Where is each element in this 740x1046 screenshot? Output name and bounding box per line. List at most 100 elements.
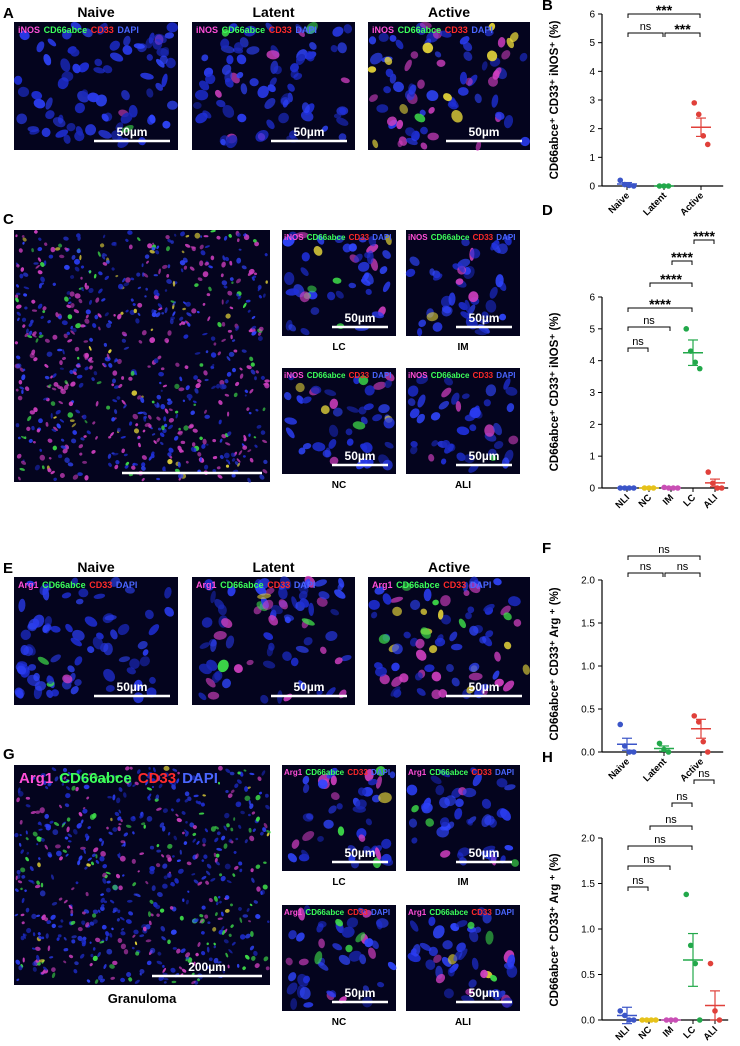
data-point — [617, 177, 624, 184]
cell — [225, 635, 235, 649]
scale-label: 50µm — [294, 680, 325, 694]
cell — [228, 838, 232, 843]
cell — [317, 920, 327, 928]
cell — [77, 472, 83, 477]
cell — [120, 977, 126, 983]
cell — [233, 664, 243, 674]
cell — [79, 254, 82, 261]
cell — [154, 403, 159, 409]
x-tick-label: Latent — [641, 190, 670, 219]
cell — [302, 975, 311, 984]
cell — [201, 930, 205, 935]
cell — [38, 334, 44, 338]
cell — [166, 872, 172, 878]
cell — [149, 676, 156, 684]
cell — [57, 934, 62, 938]
cell — [208, 265, 213, 269]
cell — [100, 851, 106, 857]
cell — [238, 450, 243, 456]
cell — [31, 947, 36, 950]
stain-legend: Arg1 CD66abce CD33 DAPI — [408, 768, 514, 777]
cell — [34, 464, 40, 471]
cell — [431, 440, 439, 447]
stain-name: CD33 — [471, 908, 492, 917]
cell — [428, 107, 435, 114]
cell — [51, 923, 57, 929]
cell — [226, 55, 234, 65]
cell — [199, 363, 204, 367]
cell — [186, 312, 192, 317]
cell — [370, 52, 383, 65]
cell — [246, 407, 250, 411]
cell — [503, 680, 515, 692]
cell — [223, 235, 228, 241]
cell — [68, 904, 73, 910]
stain-name: CD66abce — [305, 908, 344, 917]
cell — [285, 427, 295, 439]
cell — [23, 286, 30, 290]
cell — [167, 857, 172, 862]
cell — [464, 299, 471, 314]
cell — [435, 785, 445, 796]
cell — [457, 87, 469, 96]
cell — [226, 459, 230, 463]
cell — [408, 84, 417, 95]
cell — [155, 58, 165, 68]
cell — [172, 280, 176, 287]
cell — [214, 598, 225, 610]
stain-name: CD66abce — [431, 371, 470, 380]
micrograph-texture — [407, 375, 519, 473]
stain-name: CD66abce — [220, 580, 264, 590]
cell — [74, 258, 80, 265]
cell — [59, 367, 64, 370]
significance-label: **** — [649, 296, 671, 312]
cell — [368, 599, 380, 610]
cell — [95, 401, 99, 407]
data-point — [696, 365, 703, 372]
cell — [184, 243, 191, 248]
cell — [89, 962, 93, 967]
data-point — [692, 960, 699, 967]
cell — [205, 677, 216, 688]
cell — [407, 385, 419, 397]
cell — [59, 254, 65, 259]
cell — [149, 337, 156, 344]
cell — [195, 853, 199, 859]
cell — [155, 794, 160, 800]
cell — [214, 826, 219, 830]
cell — [129, 658, 140, 669]
cell — [230, 827, 234, 832]
cell — [139, 934, 145, 938]
cell — [267, 84, 276, 93]
cell — [433, 954, 442, 963]
cell — [66, 291, 71, 295]
cell — [306, 813, 314, 820]
cell — [148, 920, 152, 926]
cell — [172, 311, 176, 317]
cell — [246, 46, 260, 55]
cell — [36, 914, 41, 917]
image-caption: ALI — [455, 1017, 471, 1028]
cell — [392, 606, 402, 617]
cell — [15, 888, 19, 892]
cell — [101, 113, 109, 122]
data-point — [704, 749, 711, 755]
cell — [91, 853, 96, 857]
cell — [249, 945, 255, 951]
y-tick-label: 0.5 — [581, 970, 595, 981]
stain-name: iNOS — [408, 371, 428, 380]
cell — [251, 315, 256, 320]
cell — [455, 401, 462, 412]
cell — [249, 78, 259, 87]
y-tick-label: 0.0 — [581, 748, 595, 759]
cell — [76, 374, 83, 379]
cell — [468, 291, 479, 303]
stain-name: CD33 — [473, 233, 494, 242]
cell — [34, 946, 41, 951]
cell — [182, 307, 186, 311]
cell — [16, 292, 21, 296]
cell — [101, 924, 107, 930]
cell — [118, 885, 123, 891]
scale-label: 50µm — [117, 125, 148, 139]
y-axis-label: CD66abce⁺ CD33⁺ Arg ⁺ (%) — [549, 853, 561, 1006]
